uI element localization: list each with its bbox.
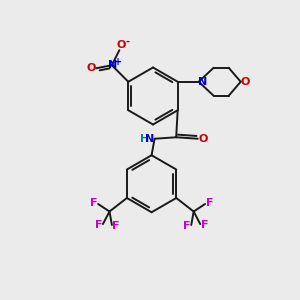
Text: N: N (198, 77, 207, 87)
Text: N: N (145, 134, 154, 144)
Text: O: O (241, 77, 250, 87)
Text: F: F (201, 220, 208, 230)
Text: -: - (126, 37, 130, 47)
Text: +: + (114, 57, 122, 67)
Text: H: H (140, 134, 150, 144)
Text: F: F (90, 198, 98, 208)
Text: O: O (86, 63, 95, 73)
Text: O: O (199, 134, 208, 144)
Text: O: O (116, 40, 125, 50)
Text: F: F (206, 198, 213, 208)
Text: F: F (112, 220, 120, 231)
Text: F: F (95, 220, 103, 230)
Text: N: N (108, 60, 117, 70)
Text: F: F (183, 220, 191, 231)
